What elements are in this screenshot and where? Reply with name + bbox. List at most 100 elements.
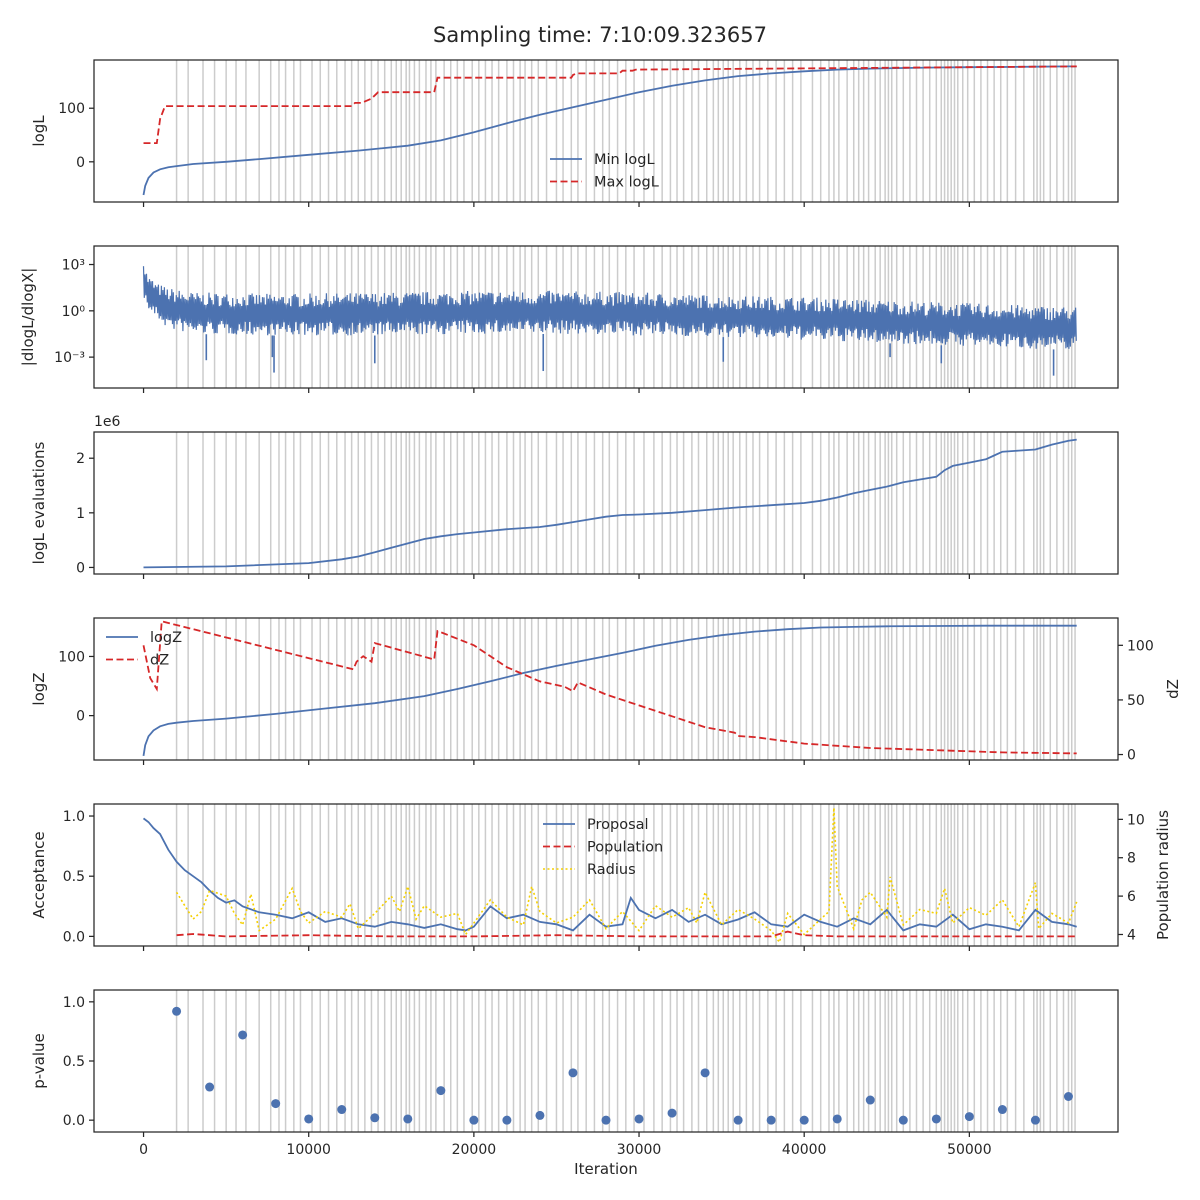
data-point — [997, 1105, 1007, 1115]
data-point — [535, 1110, 545, 1120]
panel-acceptance-y2label: Population radius — [1154, 810, 1172, 940]
y2-tick-label: 0 — [1127, 748, 1136, 764]
data-point — [370, 1113, 380, 1123]
legend-label: Max logL — [594, 175, 659, 191]
series-line-series-0 — [143, 438, 1077, 569]
panel-logl: logL 0 100 Min logL Max logL — [30, 59, 1119, 207]
panel-acceptance: Acceptance Population radius 0.0 0.5 1.0 4 6… — [30, 803, 1172, 951]
plot-area — [142, 246, 1077, 388]
data-point — [865, 1095, 875, 1105]
data-point — [700, 1068, 710, 1078]
panel-evals-offset-label: 1e6 — [94, 414, 121, 430]
legend-label: Radius — [587, 862, 636, 878]
panel-dlogl: |dlogL/dlogX| 10³ 10⁰ 10⁻³ — [19, 245, 1119, 393]
x-tick-label: 0 — [139, 1142, 148, 1158]
data-point — [172, 1006, 182, 1016]
legend-label: Population — [587, 840, 663, 856]
data-point — [766, 1115, 776, 1125]
y-tick-label: 0.5 — [63, 1054, 85, 1070]
data-point — [931, 1114, 941, 1124]
x-tick-label: 40000 — [782, 1142, 827, 1158]
plot-area — [172, 990, 1076, 1132]
y-tick-label: 100 — [58, 101, 85, 117]
data-point — [667, 1108, 677, 1118]
data-point — [436, 1086, 446, 1096]
data-point — [205, 1082, 215, 1092]
data-point — [799, 1115, 809, 1125]
plot-area — [142, 618, 1077, 760]
y-tick-label: 0.0 — [63, 929, 85, 945]
panel-logz: logZ dZ 0 100 0 50 100 logZ dZ — [30, 617, 1182, 765]
series-line-radius — [175, 807, 1078, 945]
panel-logl-ylabel: logL — [30, 115, 48, 147]
y-tick-label: 10⁰ — [62, 304, 86, 320]
data-point — [271, 1099, 281, 1109]
axes-frame — [93, 989, 1119, 1133]
data-point — [337, 1105, 347, 1115]
panel-pvalue-xlabel: Iteration — [574, 1160, 638, 1178]
axes-frame — [93, 617, 1119, 761]
plot-area — [143, 432, 1077, 574]
panel-logz-y2label: dZ — [1164, 679, 1182, 699]
panel-pvalue: p-value Iteration 0 10000 20000 30000 40000 5… — [30, 989, 1119, 1178]
y2-tick-label: 4 — [1127, 927, 1136, 943]
y2-tick-label: 100 — [1127, 638, 1154, 654]
plot-area — [142, 804, 1078, 946]
data-point — [733, 1115, 743, 1125]
x-tick-label: 50000 — [947, 1142, 992, 1158]
x-tick-label: 20000 — [452, 1142, 497, 1158]
data-point — [832, 1114, 842, 1124]
series-line-logz — [142, 624, 1077, 757]
legend: Proposal Population Radius — [543, 817, 663, 878]
series-line-population — [176, 930, 1077, 938]
axes-frame — [93, 59, 1119, 203]
y2-tick-label: 8 — [1127, 851, 1136, 867]
legend-label: Proposal — [587, 817, 649, 833]
panel-logz-ylabel: logZ — [30, 672, 48, 705]
panel-acceptance-ylabel: Acceptance — [30, 831, 48, 918]
y-tick-label: 0.0 — [63, 1113, 85, 1129]
data-point — [634, 1114, 644, 1124]
legend-label: Min logL — [594, 152, 655, 168]
data-point — [502, 1115, 512, 1125]
panel-pvalue-ylabel: p-value — [30, 1033, 48, 1089]
axes-frame — [93, 245, 1119, 389]
axes-frame — [93, 803, 1119, 947]
panel-evals-ylabel: logL evaluations — [30, 441, 48, 564]
y-tick-label: 1.0 — [63, 995, 85, 1011]
plot-area — [142, 60, 1077, 202]
y2-tick-label: 10 — [1127, 812, 1145, 828]
y-tick-label: 0 — [76, 155, 85, 171]
y2-tick-label: 6 — [1127, 889, 1136, 905]
y-tick-label: 10⁻³ — [54, 350, 85, 366]
series-line-max-logl — [143, 65, 1077, 144]
x-tick-label: 10000 — [286, 1142, 331, 1158]
data-point — [568, 1068, 578, 1078]
y-tick-label: 100 — [58, 649, 85, 665]
y-tick-label: 1.0 — [63, 809, 85, 825]
y-tick-label: 1 — [76, 506, 85, 522]
legend: Min logL Max logL — [550, 152, 659, 191]
panel-logl-evaluations: logL evaluations 1e6 0 1 2 — [30, 414, 1119, 579]
data-point — [304, 1114, 314, 1124]
series-line-proposal — [142, 817, 1077, 932]
panel-dlogl-ylabel: |dlogL/dlogX| — [19, 268, 37, 367]
data-point — [1063, 1092, 1073, 1101]
y2-tick-label: 50 — [1127, 693, 1145, 709]
legend-label: dZ — [150, 653, 169, 669]
legend-label: logZ — [150, 630, 182, 646]
data-point — [469, 1115, 479, 1125]
x-tick-label: 30000 — [617, 1142, 662, 1158]
series-line-dz — [142, 620, 1077, 755]
series-line-dlogl — [142, 266, 1077, 349]
data-point — [403, 1114, 413, 1124]
y-tick-label: 0 — [76, 560, 85, 576]
y-tick-label: 2 — [76, 451, 85, 467]
axes-frame — [93, 431, 1119, 575]
y-tick-label: 10³ — [62, 258, 85, 274]
data-point — [238, 1030, 248, 1040]
legend: logZ dZ — [106, 630, 182, 669]
figure-title: Sampling time: 7:10:09.323657 — [433, 23, 767, 47]
y-tick-label: 0.5 — [63, 869, 85, 885]
